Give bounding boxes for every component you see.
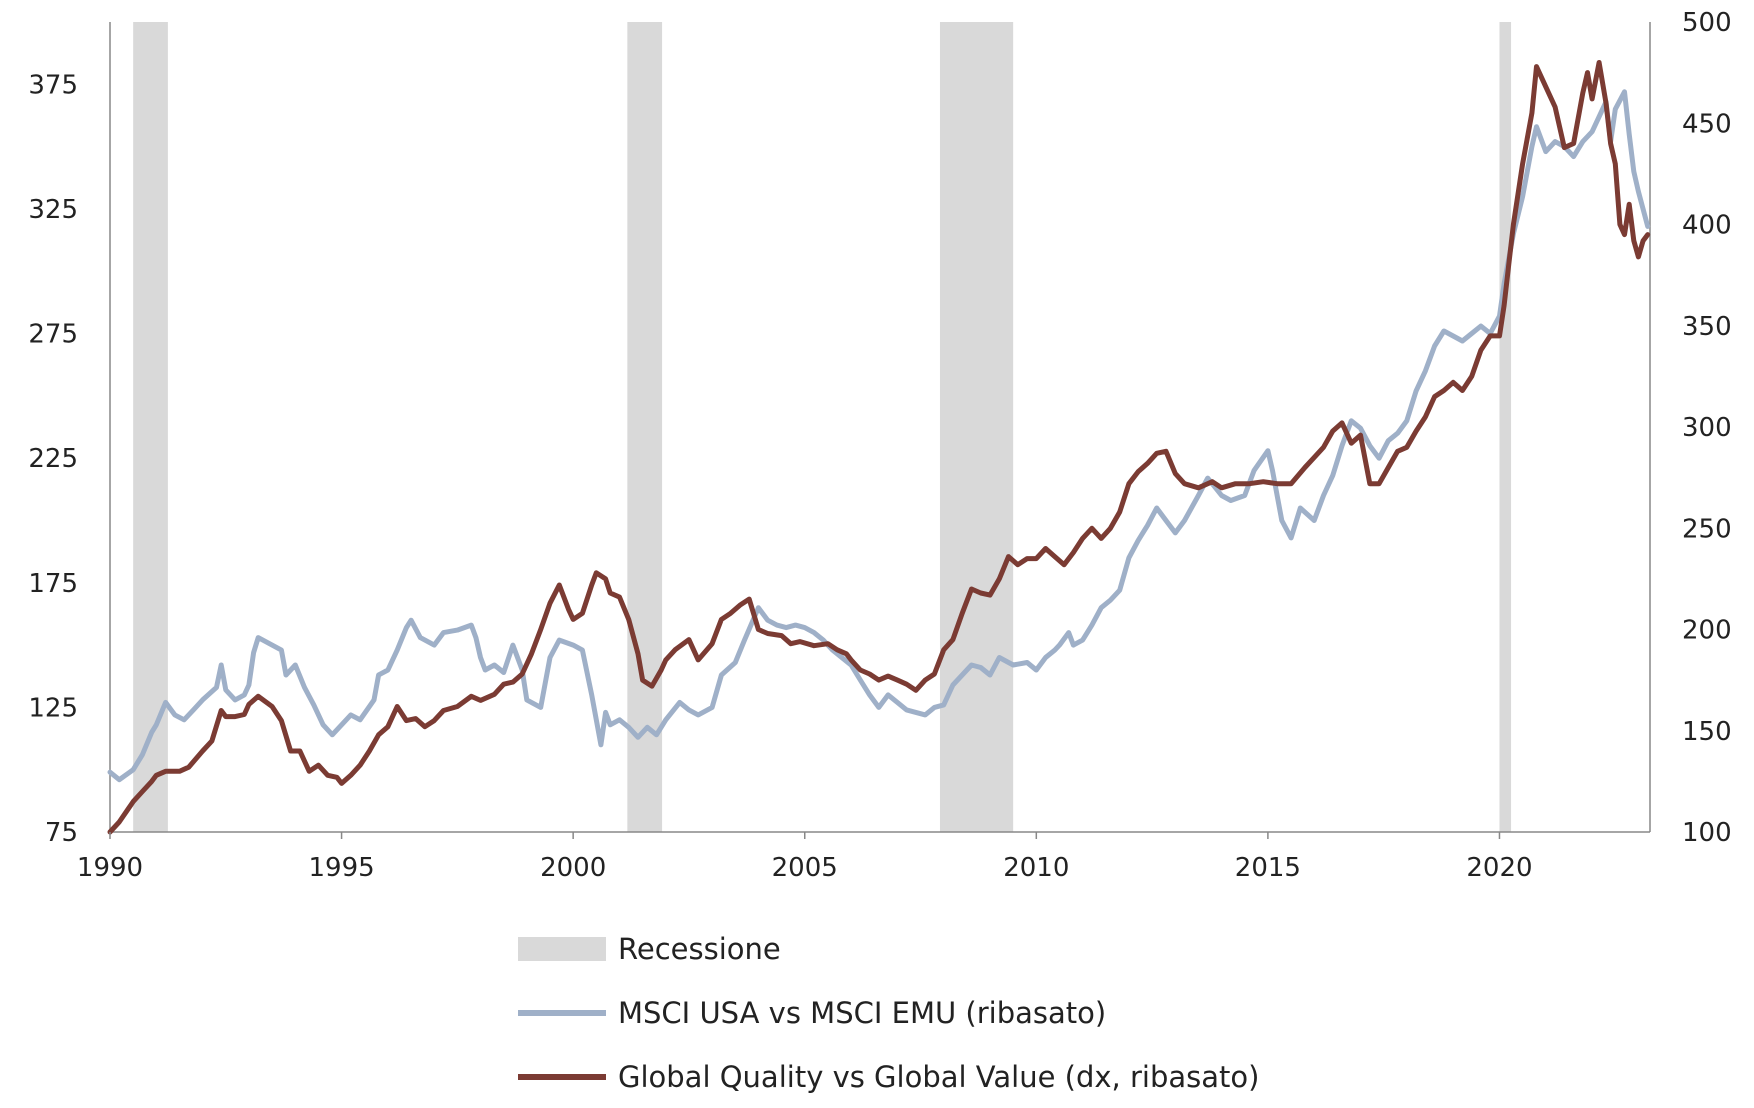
y-left-tick-label: 225 xyxy=(28,444,78,474)
y-left-tick-label: 375 xyxy=(28,70,78,100)
y-left-tick-label: 275 xyxy=(28,320,78,350)
y-right-tick-label: 450 xyxy=(1682,109,1732,139)
recession-band-1 xyxy=(627,22,663,832)
y-left-tick-label: 125 xyxy=(28,693,78,723)
x-tick-label: 1995 xyxy=(308,853,374,883)
x-tick-label: 1990 xyxy=(77,853,143,883)
tick-labels: 1990 1995 2000 2005 2010 2015 2020 75 125 175 225 2… xyxy=(28,8,1731,883)
series-line-0 xyxy=(107,89,1651,783)
y-left-tick-label: 325 xyxy=(28,195,78,225)
legend: Recessione MSCI USA vs MSCI EMU (ribasato… xyxy=(518,932,1259,1094)
series-line-1 xyxy=(107,60,1651,835)
y-right-tick-label: 300 xyxy=(1682,413,1732,443)
y-right-tick-label: 250 xyxy=(1682,514,1732,544)
y-right-tick-label: 500 xyxy=(1682,8,1732,38)
y-right-tick-label: 150 xyxy=(1682,717,1732,747)
y-left-tick-label: 175 xyxy=(28,569,78,599)
y-left-tick-label: 75 xyxy=(45,818,78,848)
recession-band-2 xyxy=(939,22,1014,832)
x-tick-label: 2020 xyxy=(1466,853,1532,883)
x-tick-label: 2015 xyxy=(1235,853,1301,883)
x-tick-label: 2010 xyxy=(1003,853,1069,883)
y-right-tick-label: 100 xyxy=(1682,818,1732,848)
y-right-tick-label: 400 xyxy=(1682,211,1732,241)
x-tick-label: 2005 xyxy=(772,853,838,883)
x-tick-label: 2000 xyxy=(540,853,606,883)
series-lines xyxy=(107,60,1651,835)
legend-label-series-1: Global Quality vs Global Value (dx, riba… xyxy=(618,1060,1259,1094)
y-right-tick-label: 200 xyxy=(1682,616,1732,646)
recession-bands xyxy=(133,22,1512,832)
legend-swatch-recession xyxy=(518,937,606,961)
recession-band-3 xyxy=(1499,22,1512,832)
legend-label-recession: Recessione xyxy=(618,932,781,966)
y-right-tick-label: 350 xyxy=(1682,312,1732,342)
legend-label-series-0: MSCI USA vs MSCI EMU (ribasato) xyxy=(618,996,1106,1030)
recession-band-0 xyxy=(133,22,168,832)
